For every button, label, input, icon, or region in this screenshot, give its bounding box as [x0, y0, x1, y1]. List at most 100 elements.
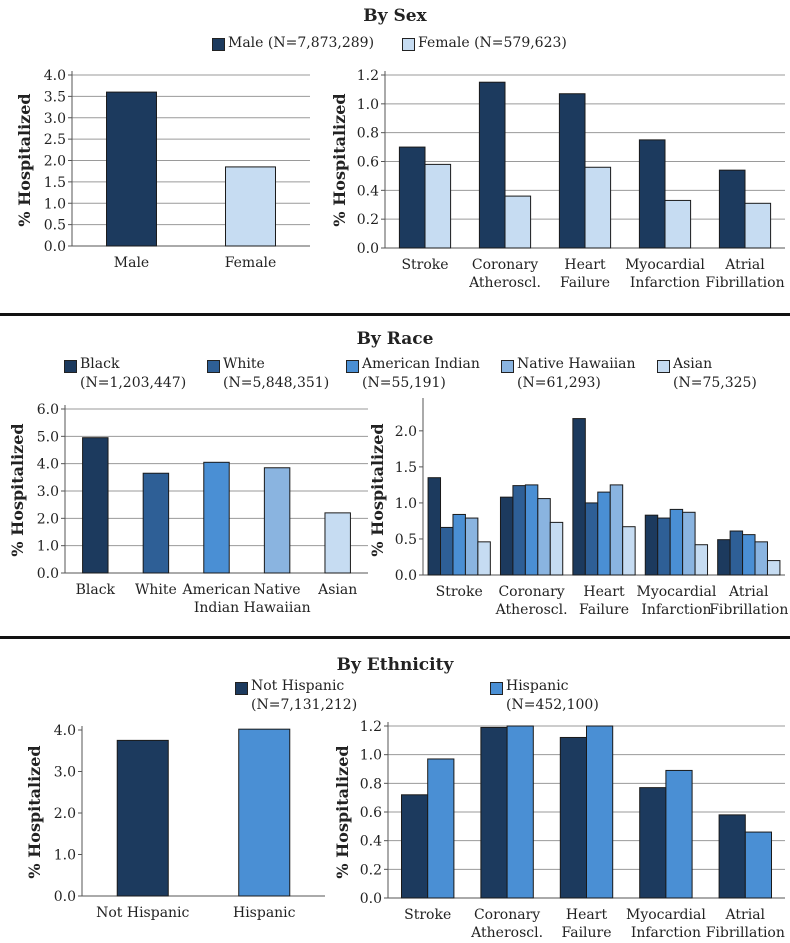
sex_disease-bar [664, 199, 692, 249]
race_disease-bar [537, 498, 551, 576]
race_disease-category-label: Myocardial [636, 584, 716, 600]
legend-n-hispanic: (N=452,100) [506, 697, 599, 713]
section-title-race: By Race [356, 329, 434, 349]
eth_overall-bar [116, 739, 169, 897]
sex_overall-category-label: Female [225, 255, 277, 271]
race_overall-category-label: Black [76, 582, 116, 598]
legend-label-not-hispanic: Not Hispanic [251, 678, 345, 694]
race_disease-bar [477, 541, 491, 576]
legend-label-black: Black [80, 356, 120, 372]
sex_disease-bar [718, 169, 746, 249]
sex_disease-category-label: Stroke [401, 257, 448, 273]
race_disease-bar [499, 496, 514, 576]
legend-label-female: Female (N=579,623) [418, 35, 567, 51]
race_overall-category-label: American [181, 582, 250, 598]
sex_overall-ytick-label: 3.5 [44, 89, 66, 105]
eth_disease-category-label: Stroke [404, 907, 451, 923]
race_overall-ytick-label: 0.0 [37, 566, 59, 582]
race_disease-bar [597, 491, 611, 576]
section-divider [0, 636, 790, 639]
eth_disease-bar [639, 787, 667, 899]
eth_disease-category-label: Infarction [631, 925, 701, 941]
eth_disease-category-label: Myocardial [626, 907, 706, 923]
race_overall-category-label: White [135, 582, 177, 598]
sex_overall-category-label: Male [114, 255, 149, 271]
legend-label-american-indian: American Indian [362, 356, 480, 372]
legend-n-white: (N=5,848,351) [223, 375, 330, 391]
sex_disease-bar [638, 139, 666, 249]
legend-swatch-native-hawaiian [501, 360, 514, 373]
race_disease-bar [717, 539, 731, 576]
legend-label-asian: Asian [673, 356, 713, 372]
eth_disease-ytick-label: 0.8 [360, 776, 382, 792]
race_overall-bar [203, 461, 230, 574]
race_disease-bar [657, 517, 671, 576]
race_disease-category-label: Coronary [498, 584, 564, 600]
sex_disease-bar [478, 81, 506, 249]
eth_overall-bar [238, 728, 291, 897]
eth_disease-ytick-label: 0.2 [360, 862, 382, 878]
legend-n-asian: (N=75,325) [673, 375, 757, 391]
race_disease-bar [427, 477, 442, 576]
sex_disease-category-label: Fibrillation [705, 275, 784, 291]
eth_disease-category-label: Atheroscl. [470, 925, 543, 941]
race_disease-ytick-label: 0.0 [395, 568, 417, 584]
sex_disease-ytick-label: 1.2 [357, 68, 379, 84]
eth_disease-ytick-label: 1.0 [360, 748, 382, 764]
sex_overall-bar [106, 91, 157, 247]
eth_disease-bar [480, 726, 508, 899]
legend-swatch-white [207, 360, 220, 373]
race_overall-ytick-label: 2.0 [37, 511, 59, 527]
eth_disease-category-label: Atrial [725, 907, 766, 923]
eth_disease-bar [718, 814, 746, 899]
eth_overall-ytick-label: 3.0 [54, 765, 76, 781]
legend-n-black: (N=1,203,447) [80, 375, 187, 391]
sex_disease-category-label: Coronary [472, 257, 538, 273]
race_disease-category-label: Atrial [728, 584, 769, 600]
section-divider [0, 313, 790, 316]
eth_disease-bar [665, 769, 693, 899]
race_overall-ytick-label: 3.0 [37, 484, 59, 500]
eth_disease-category-label: Coronary [474, 907, 540, 923]
sex_overall-ytick-label: 1.5 [44, 175, 66, 191]
eth_disease-category-label: Heart [566, 907, 608, 923]
race_overall-ytick-label: 5.0 [37, 429, 59, 445]
race_disease-category-label: Fibrillation [709, 602, 788, 618]
race_overall-ytick-label: 4.0 [37, 457, 59, 473]
race_disease-bar [440, 526, 454, 576]
race_disease-bar [524, 484, 539, 576]
eth_disease-ytick-label: 0.0 [360, 891, 382, 907]
race_disease-category-label: Stroke [436, 584, 483, 600]
race_overall-bar [324, 512, 351, 574]
race_disease-category-label: Heart [583, 584, 625, 600]
race_disease-bar [572, 418, 586, 576]
legend-n-not-hispanic: (N=7,131,212) [251, 697, 358, 713]
legend-swatch-american-indian [346, 360, 359, 373]
eth_disease-ytick-label: 1.2 [360, 719, 382, 735]
race_overall-bar [263, 467, 291, 574]
sex_disease-category-label: Heart [564, 257, 606, 273]
race_disease-ylabel: % Hospitalized [368, 423, 387, 556]
eth_disease-ylabel: % Hospitalized [333, 745, 352, 878]
sex_disease-category-label: Atheroscl. [468, 275, 541, 291]
sex_disease-bar [504, 195, 532, 249]
section-title-ethnicity: By Ethnicity [336, 655, 454, 675]
race_overall-ylabel: % Hospitalized [8, 423, 27, 556]
legend-swatch-hispanic [490, 682, 503, 695]
sex_overall-ytick-label: 0.5 [44, 218, 66, 234]
legend-label-hispanic: Hispanic [506, 678, 569, 694]
race_disease-bar [694, 544, 709, 576]
race_overall-category-label: Native [254, 582, 301, 598]
race_disease-bar [729, 530, 744, 576]
eth_overall-category-label: Hispanic [233, 905, 296, 921]
race_disease-ytick-label: 0.5 [395, 532, 417, 548]
sex_disease-category-label: Myocardial [625, 257, 705, 273]
race_disease-bar [682, 511, 696, 576]
eth_disease-bar [427, 758, 455, 899]
race_overall-ytick-label: 6.0 [37, 402, 59, 418]
sex_overall-ytick-label: 2.0 [44, 154, 66, 170]
sex_overall-ytick-label: 4.0 [44, 68, 66, 84]
race_overall-category-label: Asian [317, 582, 357, 598]
race_disease-bar [622, 526, 636, 576]
